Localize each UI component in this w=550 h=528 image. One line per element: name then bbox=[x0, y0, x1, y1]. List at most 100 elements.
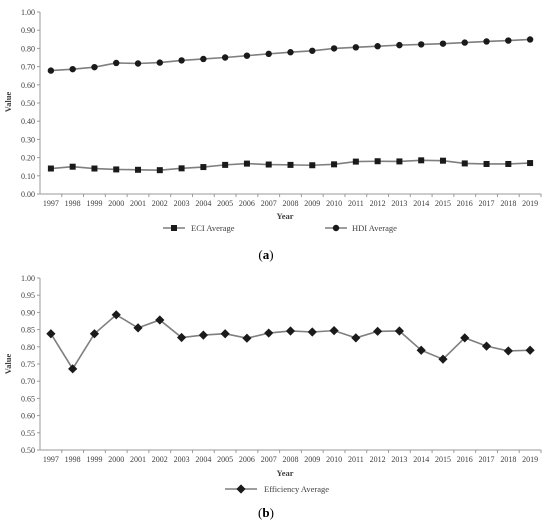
data-point-diamond bbox=[481, 341, 492, 351]
x-tick-label: 2005 bbox=[217, 199, 233, 208]
data-point-circle bbox=[91, 63, 98, 71]
x-tick-label: 2004 bbox=[195, 455, 211, 464]
data-point-circle bbox=[47, 67, 55, 74]
data-point-circle bbox=[483, 38, 490, 45]
data-point-diamond bbox=[133, 323, 143, 333]
data-point-square bbox=[352, 158, 359, 165]
x-tick-label: 2000 bbox=[108, 199, 124, 208]
data-point-diamond bbox=[373, 326, 383, 336]
x-tick-label: 2009 bbox=[304, 455, 320, 464]
data-point-circle bbox=[461, 39, 468, 46]
y-axis-title-b: Value bbox=[3, 354, 13, 375]
x-tick-label: 2002 bbox=[152, 199, 168, 208]
data-point-square bbox=[265, 161, 272, 168]
x-tick-label: 2012 bbox=[370, 199, 386, 208]
data-point-diamond bbox=[416, 345, 426, 355]
data-point-square bbox=[439, 157, 446, 164]
y-tick-label: 0.70 bbox=[21, 63, 35, 72]
data-point-square bbox=[91, 165, 98, 172]
data-point-circle bbox=[330, 45, 338, 52]
data-point-diamond bbox=[46, 329, 56, 339]
data-point-circle bbox=[113, 59, 120, 67]
data-point-square bbox=[418, 157, 425, 164]
data-point-square bbox=[331, 161, 338, 168]
legend-b: Efficiency Average bbox=[225, 484, 329, 494]
data-point-diamond bbox=[285, 326, 296, 336]
y-tick-label: 0.85 bbox=[21, 326, 35, 335]
y-tick-label: 0.60 bbox=[21, 412, 35, 421]
x-tick-label: 2003 bbox=[174, 199, 190, 208]
y-tick-label: 0.90 bbox=[21, 308, 35, 317]
x-tick-label: 2005 bbox=[217, 455, 233, 464]
data-point-circle bbox=[287, 49, 294, 56]
y-tick-label: 0.30 bbox=[21, 135, 35, 144]
data-point-square bbox=[69, 163, 76, 170]
y-tick-label: 1.00 bbox=[21, 8, 35, 17]
x-tick-label: 2017 bbox=[479, 199, 495, 208]
x-tick-label: 2012 bbox=[370, 455, 386, 464]
x-tick-label: 2002 bbox=[152, 455, 168, 464]
data-point-diamond bbox=[89, 329, 100, 339]
data-point-circle bbox=[243, 52, 251, 59]
y-tick-label: 0.50 bbox=[21, 446, 35, 455]
x-tick-label: 2017 bbox=[479, 455, 495, 464]
legend-marker-diamond bbox=[236, 484, 246, 494]
panel-label-a-letter: a bbox=[263, 247, 270, 262]
x-tick-label: 2010 bbox=[326, 455, 342, 464]
data-point-circle bbox=[156, 59, 164, 66]
x-tick-label: 2006 bbox=[239, 455, 255, 464]
x-tick-label: 2014 bbox=[413, 199, 429, 208]
y-tick-label: 0.40 bbox=[21, 117, 35, 126]
x-tick-label: 2001 bbox=[130, 199, 146, 208]
x-tick-label: 2008 bbox=[283, 455, 299, 464]
panel-label-b-letter: b bbox=[262, 505, 269, 520]
data-point-circle bbox=[352, 44, 360, 51]
data-point-diamond bbox=[503, 346, 513, 356]
x-axis-title-a: Year bbox=[277, 211, 294, 221]
legend-label: HDI Average bbox=[352, 223, 397, 233]
x-tick-label: 1998 bbox=[65, 199, 81, 208]
data-point-square bbox=[200, 164, 207, 171]
y-tick-label: 1.00 bbox=[21, 274, 35, 283]
legend-label: ECI Average bbox=[191, 223, 235, 233]
x-tick-label: 2013 bbox=[391, 455, 407, 464]
data-point-diamond bbox=[198, 330, 208, 340]
data-point-square bbox=[156, 167, 163, 174]
data-point-square bbox=[374, 158, 381, 165]
x-tick-label: 2000 bbox=[108, 455, 124, 464]
y-tick-label: 0.80 bbox=[21, 44, 35, 53]
x-tick-label: 2004 bbox=[195, 199, 211, 208]
data-point-square bbox=[527, 160, 534, 167]
x-tick-label: 2009 bbox=[304, 199, 320, 208]
data-point-diamond bbox=[329, 326, 339, 336]
data-point-diamond bbox=[438, 354, 448, 364]
data-point-square bbox=[243, 160, 250, 167]
x-tick-label: 1997 bbox=[43, 199, 59, 208]
y-tick-label: 0.00 bbox=[21, 190, 35, 199]
data-point-circle bbox=[200, 55, 207, 63]
plot-area-b: 0.50 0.55 0.60 0.65 0.70 0.75 0.80 0.85 0.90 0.95… bbox=[21, 274, 542, 464]
data-point-diamond bbox=[525, 345, 535, 355]
data-point-square bbox=[287, 161, 294, 168]
data-point-circle bbox=[178, 57, 185, 64]
y-tick-label: 0.75 bbox=[21, 360, 35, 369]
data-point-diamond bbox=[264, 328, 274, 338]
data-point-circle bbox=[69, 65, 76, 73]
data-point-square bbox=[505, 160, 512, 167]
x-tick-label: 2011 bbox=[348, 199, 364, 208]
data-point-diamond bbox=[394, 326, 405, 336]
data-point-circle bbox=[505, 37, 512, 44]
y-tick-label: 0.80 bbox=[21, 343, 35, 352]
data-point-square bbox=[135, 166, 142, 173]
data-point-square bbox=[47, 165, 54, 172]
data-point-diamond bbox=[68, 364, 78, 374]
data-point-diamond bbox=[111, 310, 121, 320]
y-tick-label: 0.10 bbox=[21, 172, 35, 181]
y-tick-label: 0.65 bbox=[21, 394, 35, 403]
y-axis-title-a: Value bbox=[3, 92, 13, 113]
x-tick-label: 2003 bbox=[174, 455, 190, 464]
chart-panel-a: 0.00 0.10 0.20 0.30 0.40 0.50 0.60 0.70 0.80 0.90… bbox=[3, 8, 542, 262]
x-tick-label: 2011 bbox=[348, 455, 364, 464]
x-tick-label: 2015 bbox=[435, 199, 451, 208]
